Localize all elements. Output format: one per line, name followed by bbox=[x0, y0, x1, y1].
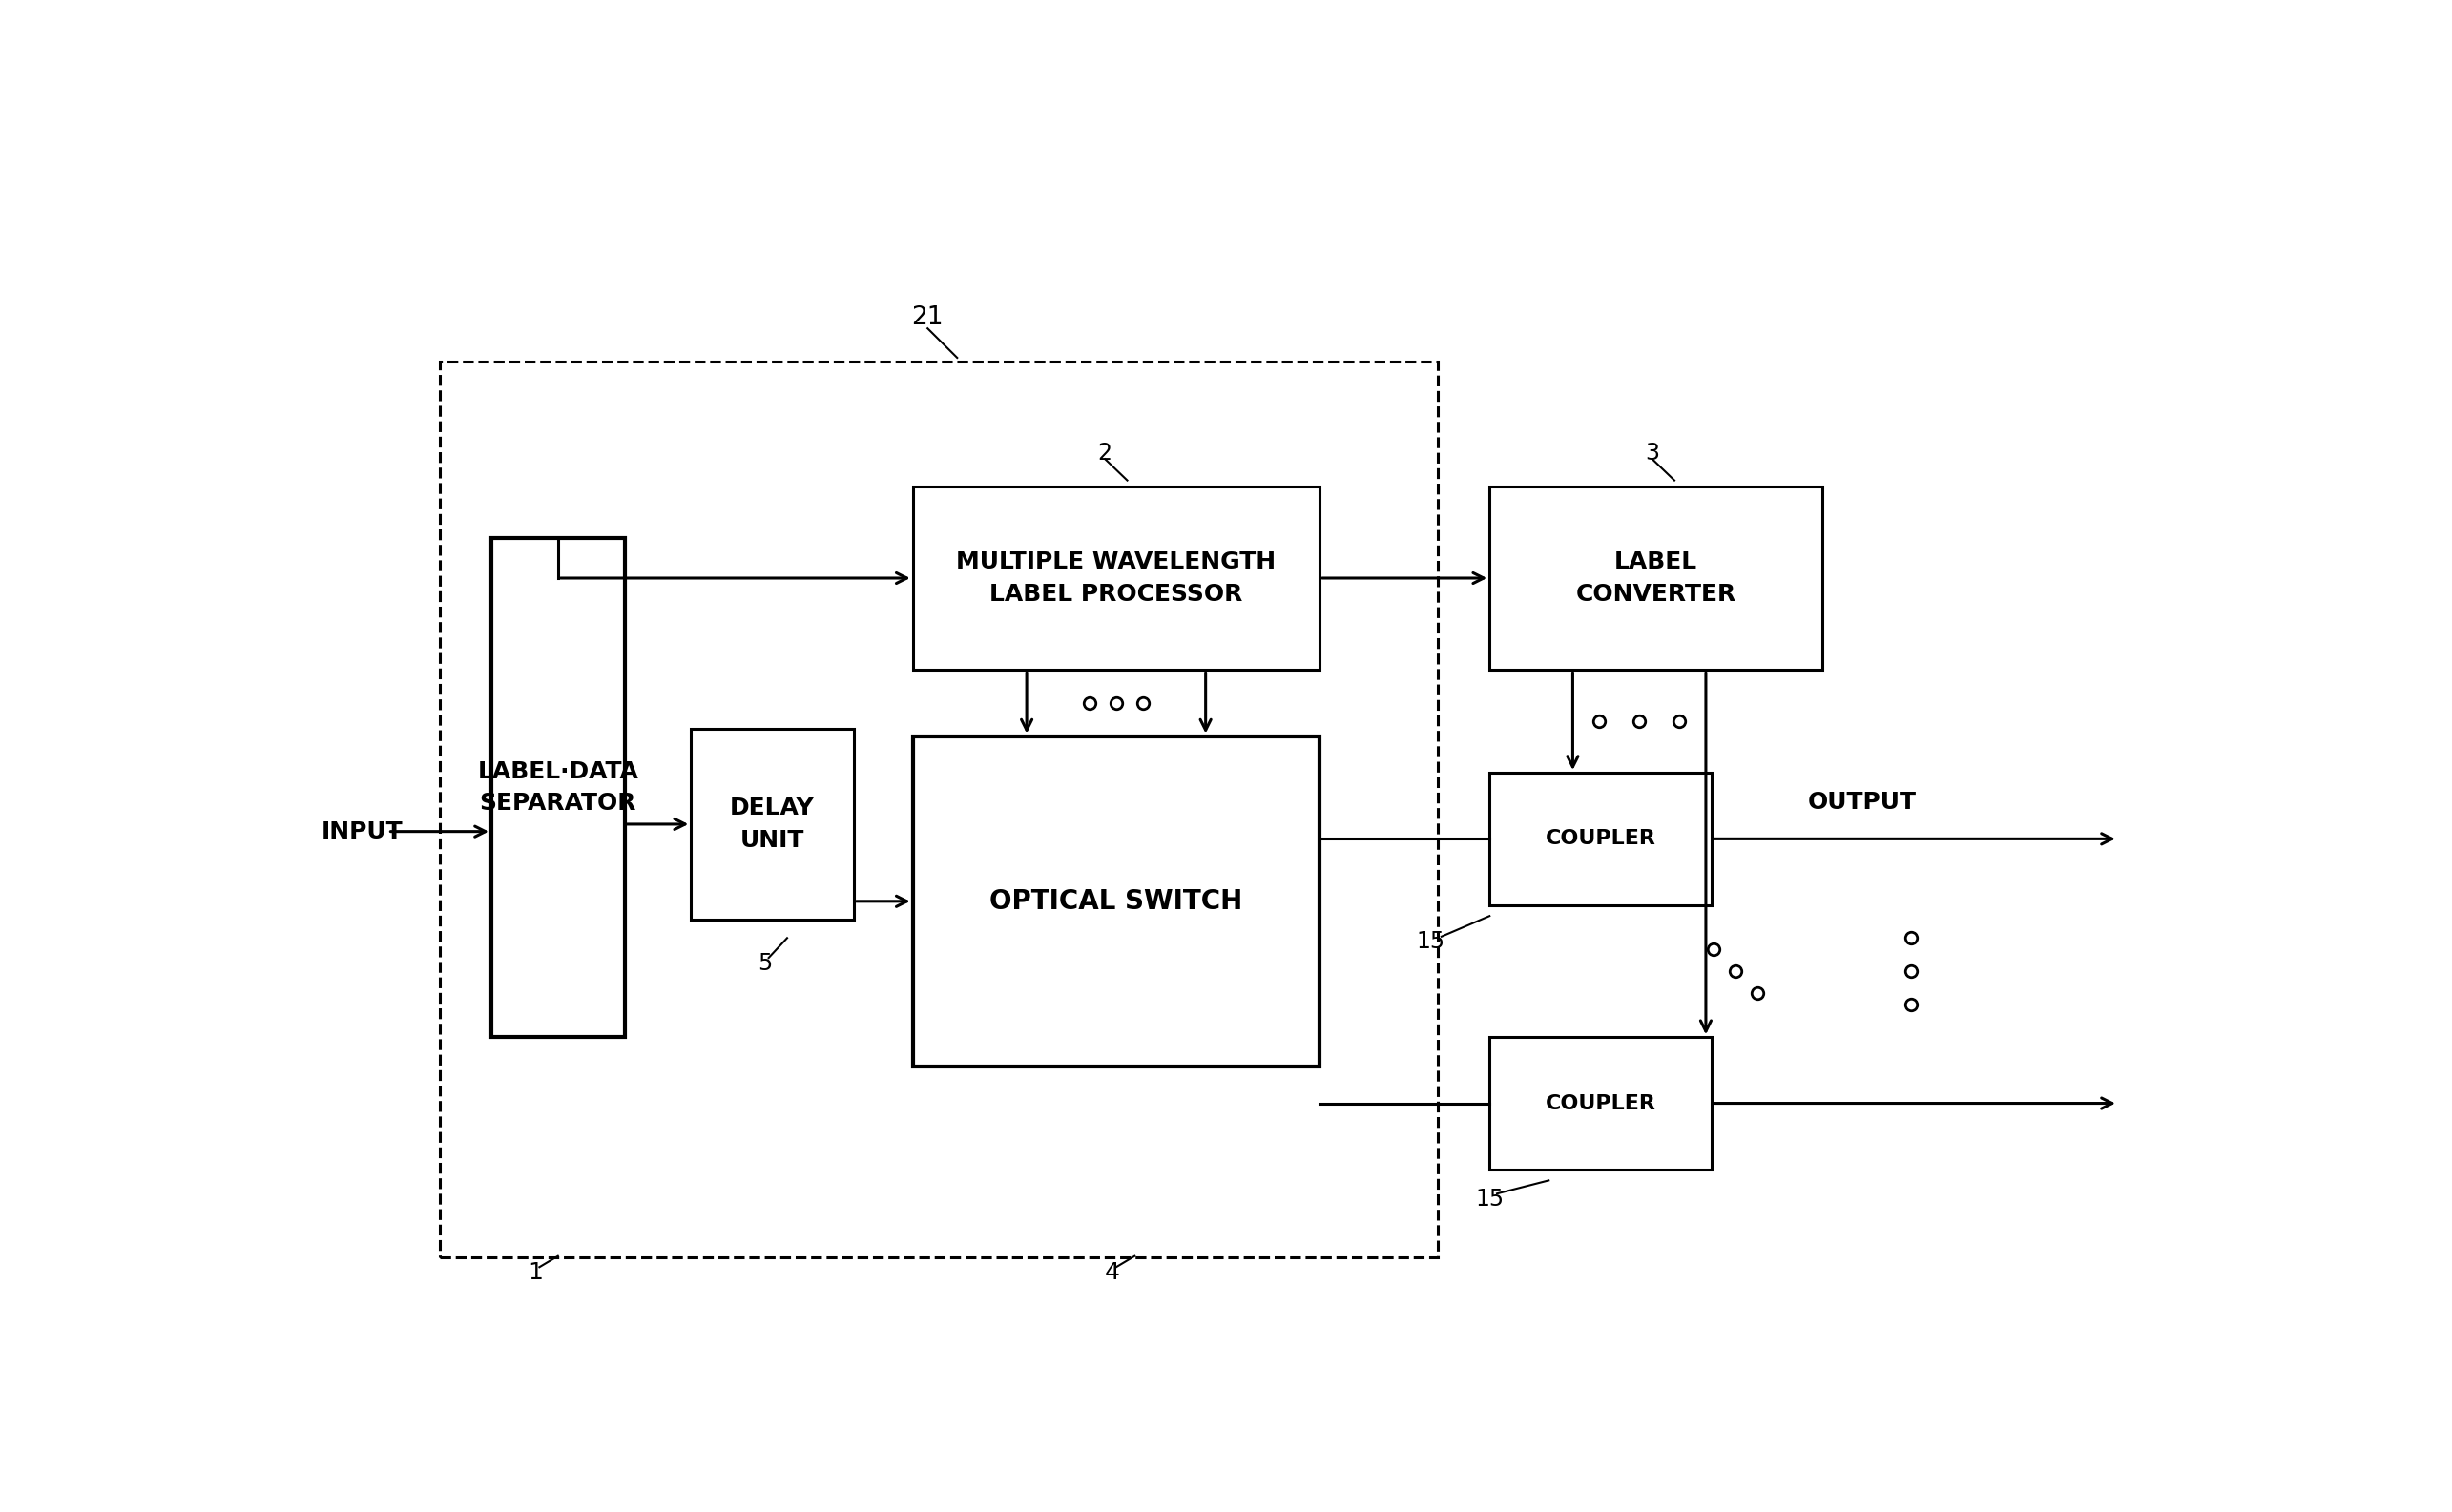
Text: 1: 1 bbox=[527, 1261, 544, 1284]
Bar bbox=[439, 361, 1437, 1258]
Text: 3: 3 bbox=[1645, 442, 1660, 464]
Text: OPTICAL SWITCH: OPTICAL SWITCH bbox=[991, 888, 1243, 915]
Text: MULTIPLE WAVELENGTH
LABEL PROCESSOR: MULTIPLE WAVELENGTH LABEL PROCESSOR bbox=[956, 550, 1275, 605]
Text: COUPLER: COUPLER bbox=[1545, 829, 1655, 848]
Text: 15: 15 bbox=[1476, 1187, 1503, 1210]
Bar bbox=[1488, 1037, 1711, 1169]
Text: 4: 4 bbox=[1106, 1261, 1121, 1284]
Text: LABEL
CONVERTER: LABEL CONVERTER bbox=[1577, 550, 1736, 605]
Text: 21: 21 bbox=[912, 305, 944, 330]
Bar bbox=[691, 729, 853, 919]
Bar bbox=[912, 487, 1319, 670]
Text: 5: 5 bbox=[758, 953, 772, 975]
Text: OUTPUT: OUTPUT bbox=[1807, 791, 1917, 813]
Text: LABEL·DATA
SEPARATOR: LABEL·DATA SEPARATOR bbox=[478, 761, 638, 815]
Bar bbox=[1488, 773, 1711, 906]
Bar bbox=[1488, 487, 1822, 670]
Text: DELAY
UNIT: DELAY UNIT bbox=[731, 797, 814, 851]
Text: 15: 15 bbox=[1417, 930, 1444, 953]
Text: 2: 2 bbox=[1098, 442, 1113, 464]
Bar bbox=[912, 736, 1319, 1066]
Text: COUPLER: COUPLER bbox=[1545, 1093, 1655, 1113]
Text: INPUT: INPUT bbox=[321, 820, 402, 844]
Bar bbox=[490, 538, 625, 1037]
